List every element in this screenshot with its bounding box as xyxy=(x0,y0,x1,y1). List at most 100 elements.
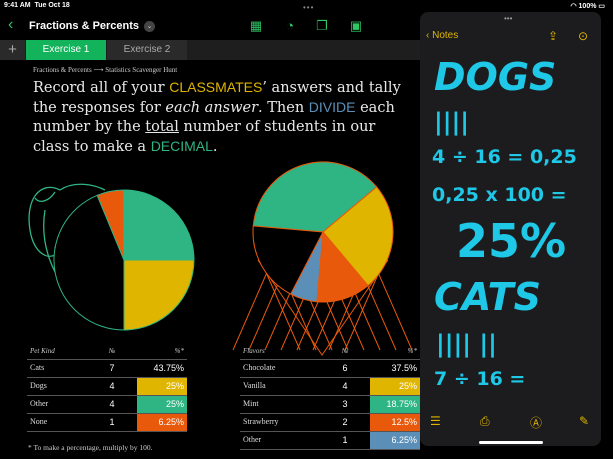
row-label: Vanilla xyxy=(240,377,320,396)
crumb-from: Fractions & Percents xyxy=(33,66,92,74)
chart-icon[interactable]: ◔ xyxy=(286,18,294,33)
hw-line: |||| || xyxy=(436,330,497,358)
drag-handle[interactable]: ••• xyxy=(504,14,513,23)
table-row: Strawberry 2 12.5% xyxy=(240,413,420,432)
share-icon[interactable]: ⇪ xyxy=(548,29,559,43)
home-indicator xyxy=(479,441,543,444)
row-label: Chocolate xyxy=(240,359,320,378)
date: Tue Oct 18 xyxy=(34,2,70,9)
row-percent: 25% xyxy=(370,377,420,396)
pie-slice xyxy=(252,225,324,295)
pie-slice xyxy=(123,259,195,331)
notes-back-button[interactable]: ‹ Notes xyxy=(426,30,459,41)
chevron-down-icon[interactable]: ⌄ xyxy=(144,20,156,32)
hw-line: |||| xyxy=(434,108,470,136)
pie-slice xyxy=(123,189,195,261)
hw-line: 4 ÷ 16 = 0,25 xyxy=(432,146,577,168)
media-icon[interactable]: ▣ xyxy=(349,18,363,33)
t: each answer xyxy=(165,100,259,116)
checklist-icon[interactable]: ☰ xyxy=(430,414,441,428)
row-count: 4 xyxy=(87,377,137,396)
row-percent: 6.25% xyxy=(137,413,187,432)
row-percent: 18.75% xyxy=(370,395,420,414)
row-percent: 25% xyxy=(137,377,187,396)
row-label: None xyxy=(27,413,87,432)
document-title[interactable]: Fractions & Percents xyxy=(29,20,140,32)
table-row: Vanilla 4 25% xyxy=(240,377,420,396)
hw-line: CATS xyxy=(434,275,541,319)
row-percent: 43.75% xyxy=(137,359,187,378)
t: . xyxy=(212,139,218,155)
table-row: Other 4 25% xyxy=(27,395,187,414)
row-percent: 25% xyxy=(137,395,187,414)
row-label: Dogs xyxy=(27,377,87,396)
tab-exercise-1[interactable]: Exercise 1 xyxy=(26,40,106,60)
t: ’ answers and tally the responses for xyxy=(33,80,401,116)
table-row: Chocolate 6 37.5% xyxy=(240,359,420,378)
instructions: Record all of your CLASSMATES’ answers a… xyxy=(33,78,403,157)
row-label: Other xyxy=(27,395,87,414)
col-header: Flavors xyxy=(240,343,320,360)
t: number of students in our class to make … xyxy=(33,119,376,155)
row-count: 1 xyxy=(87,413,137,432)
row-label: Cats xyxy=(27,359,87,378)
row-percent: 37.5% xyxy=(370,359,420,378)
battery: ◠ 100% ▭ xyxy=(570,3,605,10)
breadcrumb: Fractions & Percents ⟶ Statistics Scaven… xyxy=(33,66,177,75)
illustrations xyxy=(28,161,413,356)
col-header: %* xyxy=(137,343,187,360)
nav-bar: ‹ Fractions & Percents ⌄ ▦ ◔ ❐ ▣ xyxy=(0,14,420,38)
row-count: 4 xyxy=(320,377,370,396)
row-percent: 12.5% xyxy=(370,413,420,432)
table-row: Other 1 6.25% xyxy=(240,431,420,450)
status-bar: 9:41 AM Tue Oct 18 ◠ 100% ▭ xyxy=(0,0,613,12)
row-count: 2 xyxy=(320,413,370,432)
crumb-to: Statistics Scavenger Hunt xyxy=(105,66,178,74)
t: Record all of your xyxy=(33,80,170,96)
pie-slice xyxy=(252,161,378,233)
multitask-handle[interactable]: ••• xyxy=(303,3,315,12)
row-label: Mint xyxy=(240,395,320,414)
kw-divide: DIVIDE xyxy=(308,99,356,115)
time: 9:41 AM xyxy=(4,2,31,9)
col-header: %* xyxy=(370,343,420,360)
row-count: 3 xyxy=(320,395,370,414)
title-group: Fractions & Percents ⌄ xyxy=(29,20,156,32)
shapes-icon[interactable]: ❐ xyxy=(316,18,328,33)
table-row: None 1 6.25% xyxy=(27,413,187,432)
add-sheet-button[interactable]: + xyxy=(0,40,25,60)
t: . Then xyxy=(258,100,309,116)
row-percent: 6.25% xyxy=(370,431,420,450)
notes-back-label: Notes xyxy=(432,30,459,41)
compose-icon[interactable]: ✎ xyxy=(579,414,590,428)
arrow: ⟶ xyxy=(93,66,104,74)
t: total xyxy=(145,119,179,135)
col-header: № xyxy=(320,343,370,360)
t: each number by the xyxy=(33,100,395,135)
more-icon[interactable]: ⊙ xyxy=(578,29,589,43)
camera-icon[interactable]: ⎙ xyxy=(480,414,490,428)
status-time: 9:41 AM Tue Oct 18 xyxy=(4,2,70,9)
kw-classmates: CLASSMATES xyxy=(169,79,263,95)
hw-line: 0,25 x 100 = xyxy=(432,184,567,206)
table-icon[interactable]: ▦ xyxy=(249,18,263,33)
hw-line: 25% xyxy=(456,214,567,268)
footnote: * To make a percentage, multiply by 100. xyxy=(28,443,153,452)
table-row: Mint 3 18.75% xyxy=(240,395,420,414)
col-header: № xyxy=(87,343,137,360)
pie-slice xyxy=(53,194,125,331)
row-count: 7 xyxy=(87,359,137,378)
row-label: Strawberry xyxy=(240,413,320,432)
kw-decimal: DECIMAL xyxy=(150,138,213,154)
flavors-table: Flavors № %* Chocolate 6 37.5% Vanilla 4 25% Min… xyxy=(240,343,420,450)
col-header: Pet Kind xyxy=(27,343,87,360)
row-label: Other xyxy=(240,431,320,450)
pie-slice xyxy=(322,186,394,287)
pie-slice xyxy=(96,189,125,261)
flavor-pie-chart xyxy=(252,161,394,303)
tab-exercise-2[interactable]: Exercise 2 xyxy=(107,40,187,60)
back-chevron-icon[interactable]: ‹ xyxy=(8,16,14,33)
markup-icon[interactable]: Ⓐ xyxy=(530,416,543,430)
pet-pie-chart xyxy=(53,189,195,331)
hw-line: 7 ÷ 16 = xyxy=(434,368,526,390)
